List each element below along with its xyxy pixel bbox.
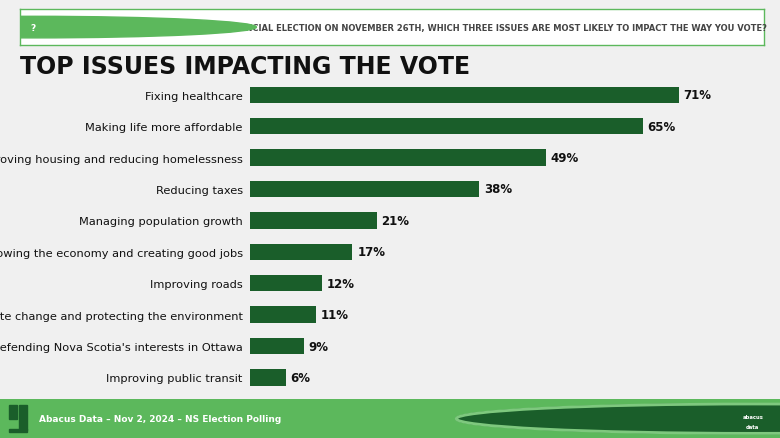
Bar	[250, 213, 377, 229]
Bar	[250, 87, 679, 104]
Text: 71%: 71%	[683, 89, 711, 102]
Text: 9%: 9%	[309, 340, 329, 353]
Bar	[250, 150, 546, 166]
Text: Abacus Data – Nov 2, 2024 – NS Election Polling: Abacus Data – Nov 2, 2024 – NS Election …	[39, 414, 282, 423]
Bar	[250, 338, 304, 354]
Bar	[250, 369, 285, 386]
Bar	[250, 276, 322, 292]
Text: THINKING SOME MORE ABOUT THE PROVINCIAL ELECTION ON NOVEMBER 26TH, WHICH THREE I: THINKING SOME MORE ABOUT THE PROVINCIAL …	[51, 24, 767, 32]
Text: 11%: 11%	[321, 308, 349, 321]
Text: 17%: 17%	[357, 246, 385, 259]
Text: ?: ?	[30, 24, 36, 32]
Bar	[250, 119, 643, 135]
Text: 49%: 49%	[551, 152, 579, 165]
Text: data: data	[746, 424, 759, 429]
Bar	[9, 429, 27, 432]
Text: 65%: 65%	[647, 120, 675, 133]
Bar	[19, 405, 27, 430]
Text: 6%: 6%	[291, 371, 310, 384]
Text: 38%: 38%	[484, 183, 512, 196]
Circle shape	[456, 404, 780, 433]
Bar	[9, 405, 17, 419]
Text: TOP ISSUES IMPACTING THE VOTE: TOP ISSUES IMPACTING THE VOTE	[20, 55, 470, 79]
Bar	[250, 244, 353, 260]
Bar	[250, 307, 316, 323]
Text: 21%: 21%	[381, 214, 410, 227]
Text: 12%: 12%	[327, 277, 355, 290]
Text: abacus: abacus	[743, 414, 763, 419]
Bar	[250, 181, 479, 198]
Circle shape	[0, 17, 257, 39]
